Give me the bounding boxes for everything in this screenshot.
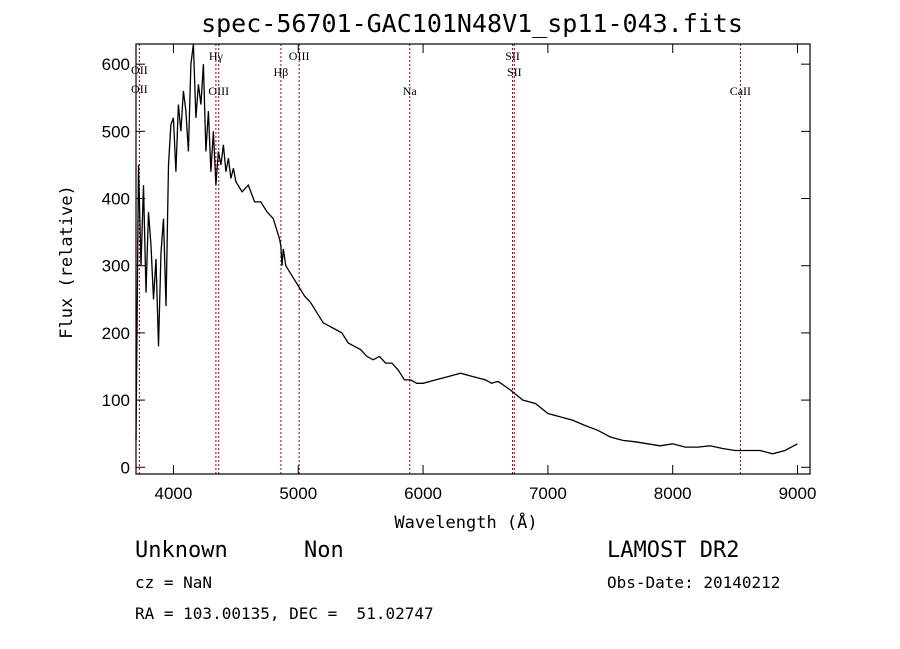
spectral-line-label: Na	[403, 84, 418, 98]
y-tick-label: 0	[121, 458, 130, 477]
axis-ticks: 4000 5000 6000 7000 8000 9000 0 100 200 300 400 500…	[102, 44, 817, 503]
spectral-line-label: SII	[505, 49, 520, 63]
spectrum-series	[135, 43, 798, 455]
object-subclass: Non	[304, 538, 344, 563]
x-tick-label: 6000	[404, 484, 442, 503]
x-tick-label: 9000	[779, 484, 817, 503]
y-tick-label: 500	[102, 122, 130, 141]
spectral-line-label: Hγ	[209, 49, 224, 63]
y-tick-label: 200	[102, 324, 130, 343]
obs-date-text: Obs-Date: 20140212	[607, 573, 781, 592]
spectral-line-label: CaII	[730, 84, 751, 98]
y-tick-label: 600	[102, 55, 130, 74]
spectral-line-label: OII	[131, 63, 148, 77]
y-tick-label: 300	[102, 257, 130, 276]
chart-title: spec-56701-GAC101N48V1_sp11-043.fits	[201, 9, 743, 38]
y-axis-label: Flux (relative)	[57, 185, 77, 339]
x-tick-label: 5000	[279, 484, 317, 503]
spectral-line-label: OIII	[289, 49, 310, 63]
spectral-line-label: SII	[507, 65, 522, 79]
spectral-line-label: OII	[131, 82, 148, 96]
x-axis-label: Wavelength (Å)	[394, 511, 537, 533]
x-tick-label: 4000	[155, 484, 193, 503]
x-tick-label: 8000	[654, 484, 692, 503]
spectral-line-label: Hβ	[274, 65, 289, 79]
redshift-text: cz = NaN	[135, 573, 213, 592]
y-tick-label: 400	[102, 190, 130, 209]
plot-frame	[135, 43, 811, 475]
survey-name: LAMOST DR2	[607, 538, 740, 563]
object-class: Unknown	[135, 538, 228, 563]
y-tick-label: 100	[102, 391, 130, 410]
x-tick-label: 7000	[529, 484, 567, 503]
coordinates-text: RA = 103.00135, DEC = 51.02747	[135, 604, 434, 623]
spectral-line-label: OIII	[208, 84, 229, 98]
